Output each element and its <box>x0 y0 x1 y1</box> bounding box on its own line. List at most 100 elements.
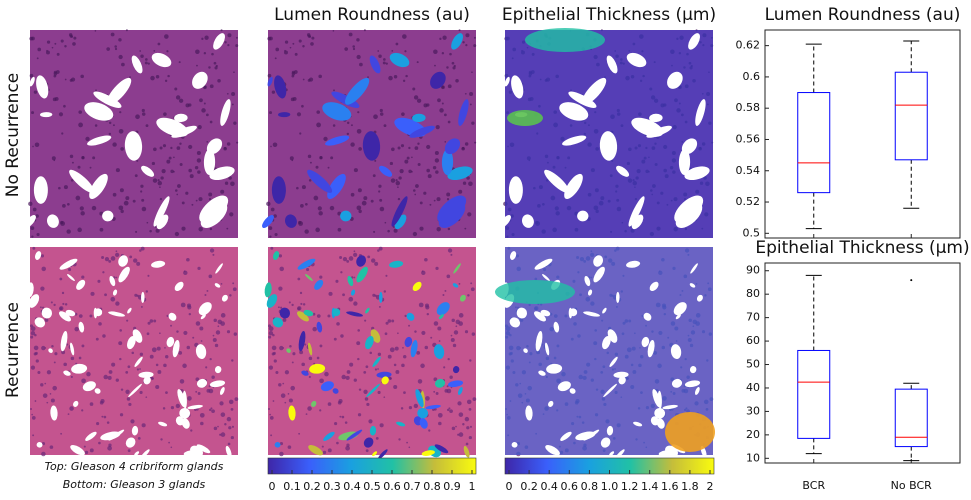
nucleus <box>268 336 271 339</box>
figure: Lumen Roundness (au) Epithelial Thicknes… <box>0 0 971 500</box>
nucleus <box>126 320 128 322</box>
nucleus <box>268 408 270 410</box>
nucleus <box>377 368 379 370</box>
nucleus <box>384 290 386 292</box>
nucleus <box>197 151 201 155</box>
nucleus <box>465 33 469 37</box>
nucleus <box>31 235 33 237</box>
nucleus <box>323 137 327 141</box>
nucleus <box>390 347 395 352</box>
nucleus <box>439 340 441 342</box>
colorbar-tick-label: 0.6 <box>561 480 579 493</box>
nucleus <box>208 66 210 68</box>
nucleus <box>171 446 173 448</box>
tissue-images <box>22 28 715 460</box>
nucleus <box>119 205 124 210</box>
nucleus <box>208 275 212 279</box>
column-title: Lumen Roundness (au) <box>274 5 470 25</box>
caption: Bottom: Gleason 3 glands <box>63 478 206 491</box>
nucleus <box>459 412 464 417</box>
nucleus <box>221 313 226 318</box>
thick-region <box>665 412 715 452</box>
box <box>798 350 830 438</box>
nucleus <box>116 277 118 279</box>
nucleus <box>357 358 359 360</box>
nucleus <box>190 174 194 178</box>
nucleus <box>462 41 464 43</box>
nucleus <box>413 189 416 192</box>
nucleus <box>68 268 71 271</box>
nucleus <box>375 368 377 370</box>
nucleus <box>356 38 359 41</box>
nucleus <box>233 287 237 291</box>
nucleus <box>195 166 198 169</box>
nucleus <box>73 37 76 40</box>
nucleus <box>343 257 347 261</box>
nucleus <box>57 53 60 56</box>
nucleus <box>366 365 369 368</box>
nucleus <box>170 147 172 149</box>
nucleus <box>270 416 274 420</box>
nucleus <box>141 199 144 202</box>
nucleus <box>36 233 39 236</box>
nucleus <box>454 330 458 334</box>
nucleus <box>214 319 217 322</box>
nucleus <box>200 413 205 418</box>
nucleus <box>118 55 122 59</box>
y-tick-label: 70 <box>746 311 760 324</box>
nucleus <box>469 436 472 439</box>
nucleus <box>472 332 475 335</box>
outlier <box>910 279 912 281</box>
nucleus <box>285 370 289 374</box>
colorbar-tick-label: 0.5 <box>363 480 381 493</box>
nucleus <box>281 393 286 398</box>
nucleus <box>408 147 410 149</box>
nucleus <box>379 199 382 202</box>
nucleus <box>298 433 300 435</box>
nucleus <box>470 282 472 284</box>
nucleus <box>442 36 446 40</box>
nucleus <box>273 400 275 402</box>
nucleus <box>95 30 97 32</box>
nucleus <box>448 248 452 252</box>
nucleus <box>34 352 37 355</box>
nucleus <box>275 57 277 59</box>
nucleus <box>204 52 206 54</box>
nucleus <box>299 39 302 42</box>
nucleus <box>116 379 119 382</box>
nucleus <box>217 426 219 428</box>
nucleus <box>272 352 275 355</box>
nucleus <box>82 156 85 159</box>
nucleus <box>33 208 37 212</box>
nucleus <box>452 319 455 322</box>
nucleus <box>308 79 311 82</box>
nucleus <box>303 303 305 305</box>
nucleus <box>383 61 386 64</box>
nucleus <box>189 313 191 315</box>
nucleus <box>451 338 455 342</box>
nucleus <box>426 103 429 106</box>
nucleus <box>278 287 282 291</box>
nucleus <box>204 36 208 40</box>
nucleus <box>219 434 221 436</box>
nucleus <box>174 87 177 90</box>
nucleus <box>221 432 226 437</box>
nucleus <box>108 443 111 446</box>
nucleus <box>209 198 211 200</box>
nucleus <box>420 364 425 369</box>
nucleus <box>328 402 332 406</box>
nucleus <box>447 409 449 411</box>
nucleus <box>291 98 295 102</box>
nucleus <box>44 347 46 349</box>
caption: Top: Gleason 4 cribriform glands <box>45 460 224 473</box>
nucleus <box>425 346 429 350</box>
nucleus <box>197 170 200 173</box>
nucleus <box>217 325 219 327</box>
nucleus <box>407 157 410 160</box>
nucleus <box>424 258 428 262</box>
nucleus <box>90 292 94 296</box>
nucleus <box>220 321 225 326</box>
nucleus <box>442 294 444 296</box>
nucleus <box>102 271 104 273</box>
nucleus <box>394 75 397 78</box>
